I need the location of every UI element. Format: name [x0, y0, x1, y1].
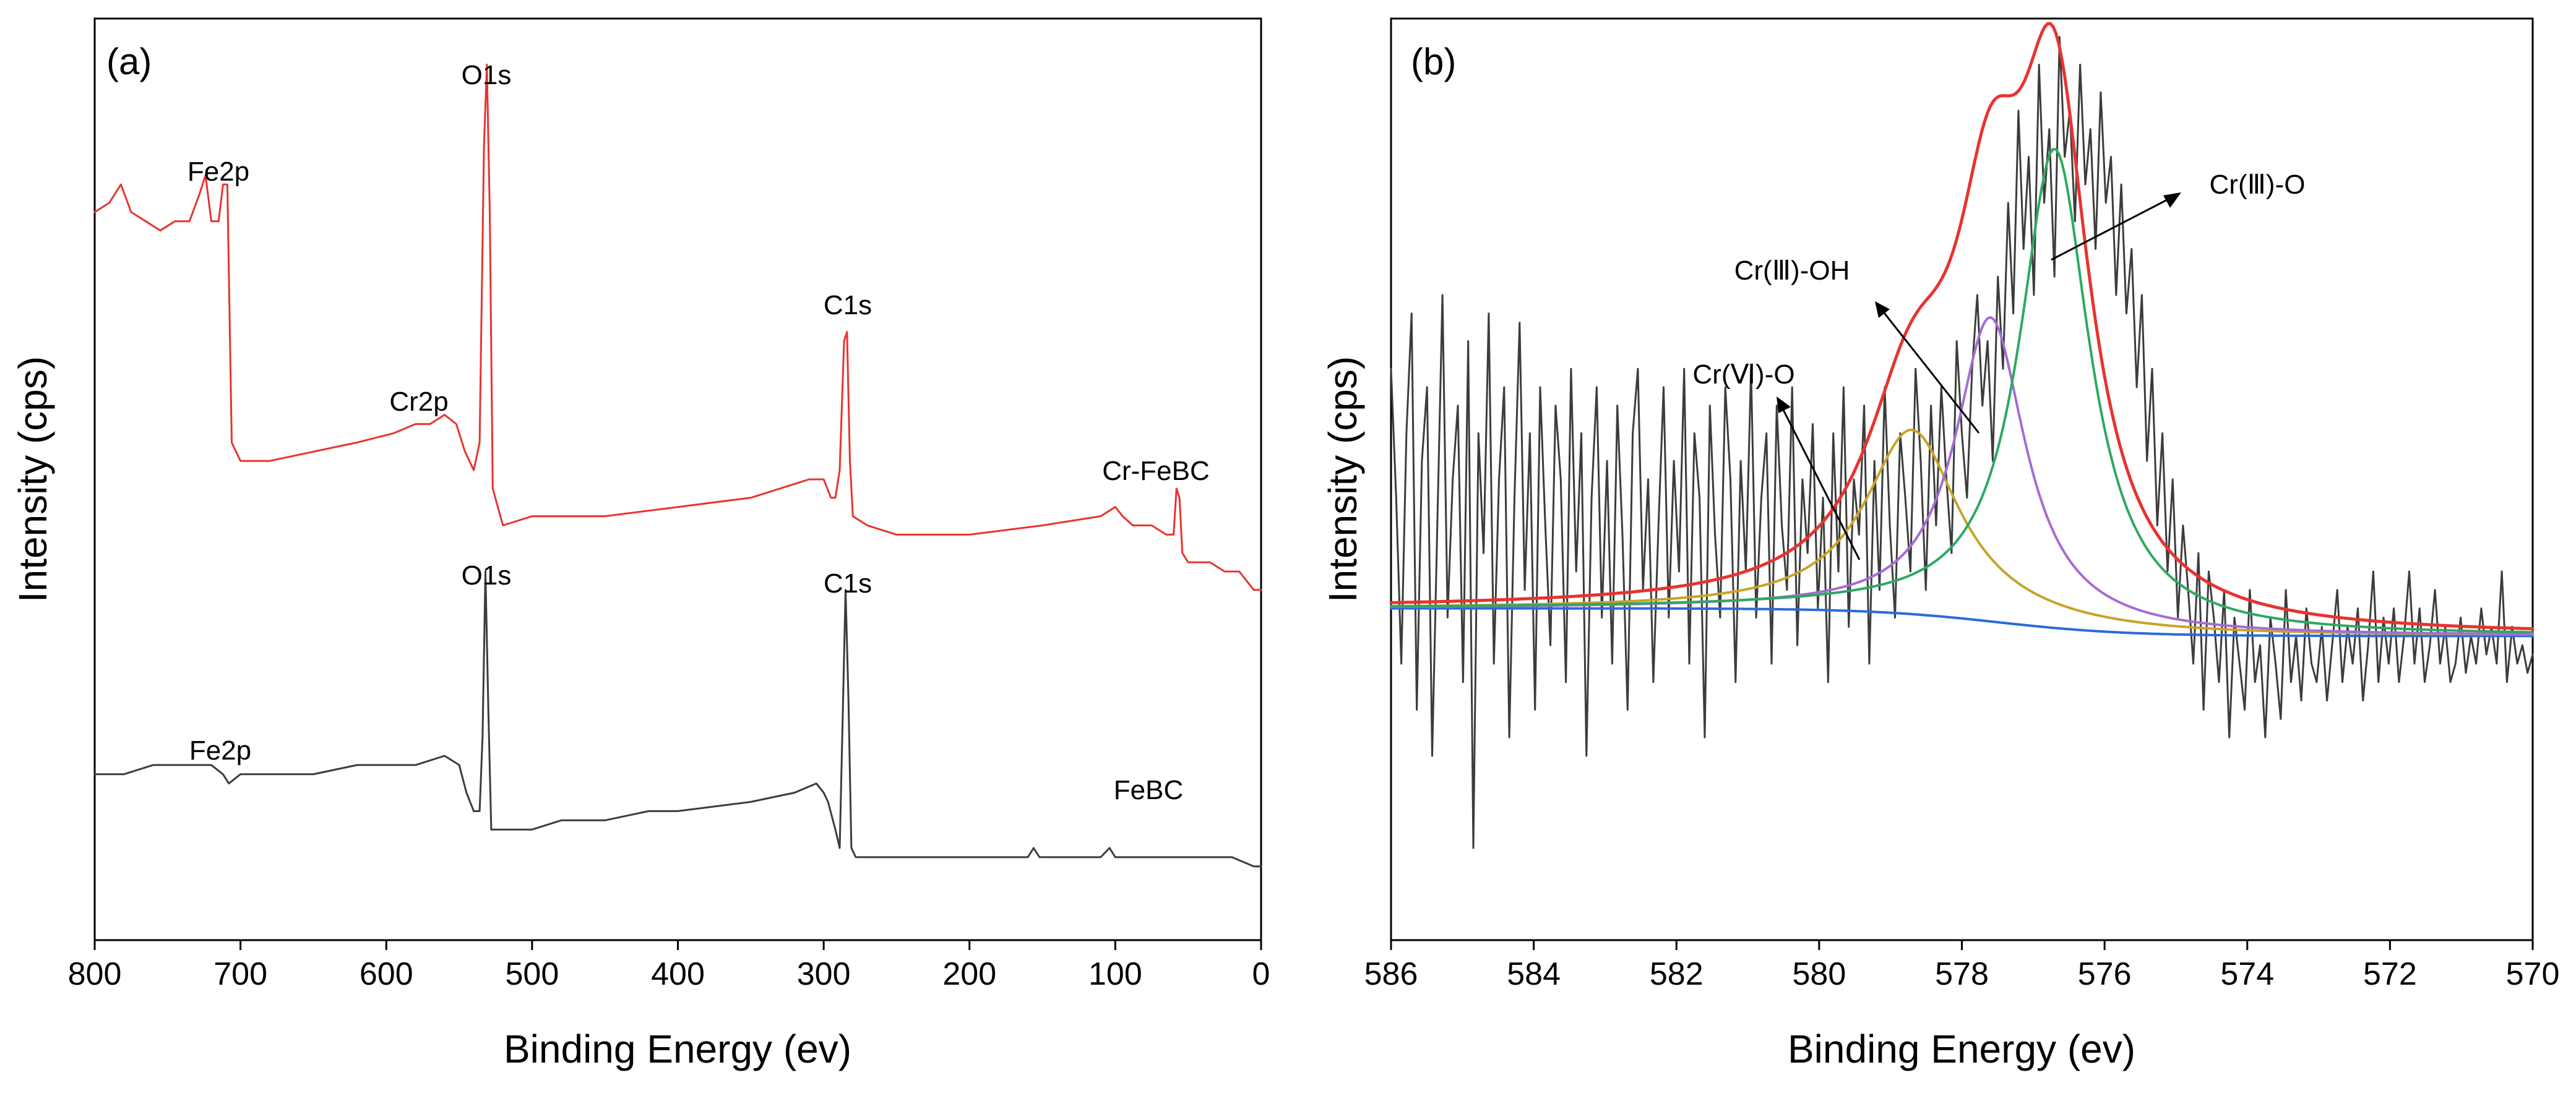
panel-a-plot-area	[93, 17, 1262, 941]
panel-a-x-ticks: 800 700 600 500 400 300 200 100 0	[68, 940, 1270, 992]
annotation-cr3-o: Cr(Ⅲ)-O	[2210, 169, 2306, 200]
annotation-fe2p-febc: Fe2p	[189, 735, 251, 766]
x-tick-label: 586	[1364, 956, 1418, 992]
x-tick-label: 700	[213, 956, 267, 992]
panel-a-x-axis-title: Binding Energy (ev)	[504, 1027, 851, 1071]
legend-label-febc: FeBC	[1114, 775, 1183, 805]
x-tick-label: 584	[1507, 956, 1561, 992]
arrow-cr6-o	[1779, 403, 1861, 560]
arrow-cr3-o	[2051, 195, 2174, 261]
annotation-c1s-febc: C1s	[824, 568, 872, 599]
panel-a-label: (a)	[106, 41, 152, 82]
x-tick-label: 572	[2363, 956, 2417, 992]
arrow-cr6-o-head	[1777, 396, 1791, 413]
x-tick-label: 800	[68, 956, 122, 992]
x-tick-label: 300	[797, 956, 851, 992]
series-line-envelope	[1389, 22, 2535, 631]
x-tick-label: 578	[1935, 956, 1989, 992]
x-tick-label: 500	[505, 956, 559, 992]
x-tick-label: 574	[2220, 956, 2274, 992]
series-line-raw	[1390, 36, 2534, 849]
annotation-cr6-o: Cr(Ⅵ)-O	[1692, 359, 1794, 390]
panel-b-x-ticks: 586 584 582 580 578 576 574 572 570	[1364, 940, 2560, 992]
series-line-cr-iii-oh-fit	[1390, 316, 2534, 636]
panel-b-y-axis-title: Intensity (cps)	[1320, 356, 1365, 602]
arrow-cr3-o-head	[2163, 192, 2181, 208]
x-tick-label: 576	[2078, 956, 2132, 992]
legend-label-crfebc: Cr-FeBC	[1102, 456, 1210, 486]
panel-a-y-axis-title: Intensity (cps)	[11, 356, 55, 602]
x-tick-label: 582	[1650, 956, 1704, 992]
panel-b-x-axis-title: Binding Energy (ev)	[1788, 1027, 2135, 1071]
x-tick-label: 600	[360, 956, 413, 992]
annotation-fe2p-crfebc: Fe2p	[187, 156, 249, 187]
panel-b-label: (b)	[1411, 41, 1456, 82]
x-tick-label: 100	[1088, 956, 1142, 992]
annotation-cr2p: Cr2p	[389, 387, 448, 417]
panel-b-plot-area	[1390, 17, 2534, 941]
annotation-o1s-crfebc: O1s	[462, 60, 512, 90]
x-tick-label: 0	[1252, 956, 1270, 992]
annotation-c1s-crfebc: C1s	[824, 290, 872, 320]
panel-a-series	[93, 64, 1262, 868]
annotation-o1s-febc: O1s	[462, 560, 512, 591]
arrow-cr3-oh-head	[1875, 301, 1890, 318]
series-line-febc	[93, 570, 1262, 868]
annotation-cr3-oh: Cr(Ⅲ)-OH	[1734, 255, 1850, 286]
panel-b: (b) 586 584 582 580 578 576 574 572 570 Binding …	[1320, 17, 2560, 1071]
x-tick-label: 400	[651, 956, 705, 992]
x-tick-label: 570	[2506, 956, 2560, 992]
arrow-cr3-oh	[1879, 307, 1980, 434]
x-tick-label: 200	[942, 956, 996, 992]
panel-a: (a) 800 700 600 500 400 300 200 100 0 Binding En…	[11, 17, 1270, 1071]
series-line-background	[1390, 607, 2534, 638]
panel-b-series	[1389, 22, 2535, 849]
x-tick-label: 580	[1792, 956, 1846, 992]
annotation-arrows	[1777, 192, 2181, 560]
series-line-cr-febc	[93, 64, 1262, 591]
series-line-cr-iii-o-fit	[1390, 148, 2534, 634]
